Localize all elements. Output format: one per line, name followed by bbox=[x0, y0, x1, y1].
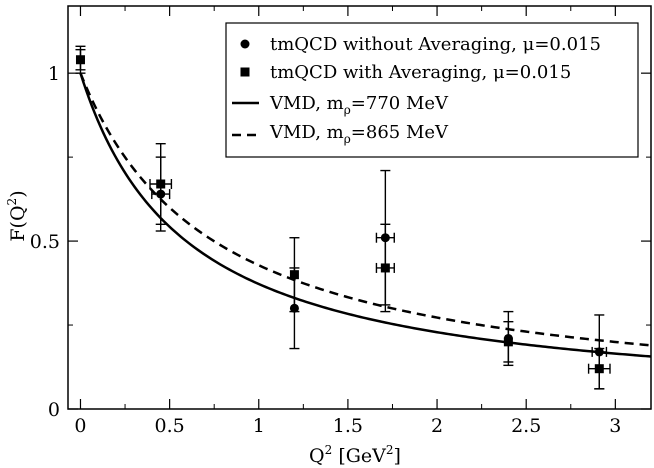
data-point-square bbox=[289, 270, 299, 280]
data-points bbox=[75, 45, 611, 390]
y-axis-title-close: ) bbox=[7, 190, 29, 197]
x-tick-label: 0 bbox=[74, 415, 86, 437]
legend-marker-circle bbox=[240, 39, 250, 49]
y-tick-label: 1 bbox=[48, 63, 60, 85]
x-axis-title-unit-sup: 2 bbox=[386, 443, 394, 457]
x-axis-title-main: Q bbox=[309, 445, 325, 467]
x-tick-label: 0.5 bbox=[155, 415, 185, 437]
x-tick-label: 2.5 bbox=[511, 415, 541, 437]
vmd-curve-dashed bbox=[79, 72, 651, 347]
x-tick-label: 1.5 bbox=[333, 415, 363, 437]
x-axis-title-unit: [GeV bbox=[338, 445, 386, 467]
vmd-curve-solid bbox=[79, 72, 651, 358]
legend-entry-without-averaging: tmQCD without Averaging, μ=0.015 bbox=[270, 34, 601, 55]
axis-ticks: 0 0.5 1 1.5 2 2.5 3 0 0.5 1 bbox=[30, 6, 651, 437]
y-axis-title-sup: 2 bbox=[5, 198, 19, 206]
data-point-square bbox=[75, 55, 85, 65]
y-tick-label: 0.5 bbox=[30, 231, 60, 253]
legend-marker-square bbox=[240, 67, 250, 77]
legend: tmQCD without Averaging, μ=0.015 tmQCD w… bbox=[225, 22, 639, 158]
y-axis-title: F(Q2) bbox=[5, 190, 29, 241]
x-tick-label: 1 bbox=[253, 415, 265, 437]
x-axis-title-sup: 2 bbox=[325, 443, 333, 457]
x-axis-title: Q2 [GeV2] bbox=[309, 443, 401, 467]
data-point-square bbox=[594, 364, 604, 374]
x-axis-title-unit-close: ] bbox=[394, 445, 401, 467]
legend-entry-with-averaging: tmQCD with Averaging, μ=0.015 bbox=[270, 62, 571, 83]
data-point-square bbox=[503, 337, 513, 347]
model-curves bbox=[79, 72, 651, 358]
y-tick-label: 0 bbox=[48, 399, 60, 421]
x-tick-label: 3 bbox=[609, 415, 621, 437]
data-point-square bbox=[156, 179, 166, 189]
data-point-square bbox=[380, 263, 390, 273]
plot-frame bbox=[67, 5, 652, 410]
legend-entry-vmd-865: VMD, mρ=865 MeV bbox=[269, 122, 449, 146]
legend-entry-vmd-770: VMD, mρ=770 MeV bbox=[269, 93, 449, 117]
y-axis-title-main: F(Q bbox=[7, 205, 29, 241]
x-tick-label: 2 bbox=[431, 415, 443, 437]
legend-box bbox=[225, 22, 639, 158]
